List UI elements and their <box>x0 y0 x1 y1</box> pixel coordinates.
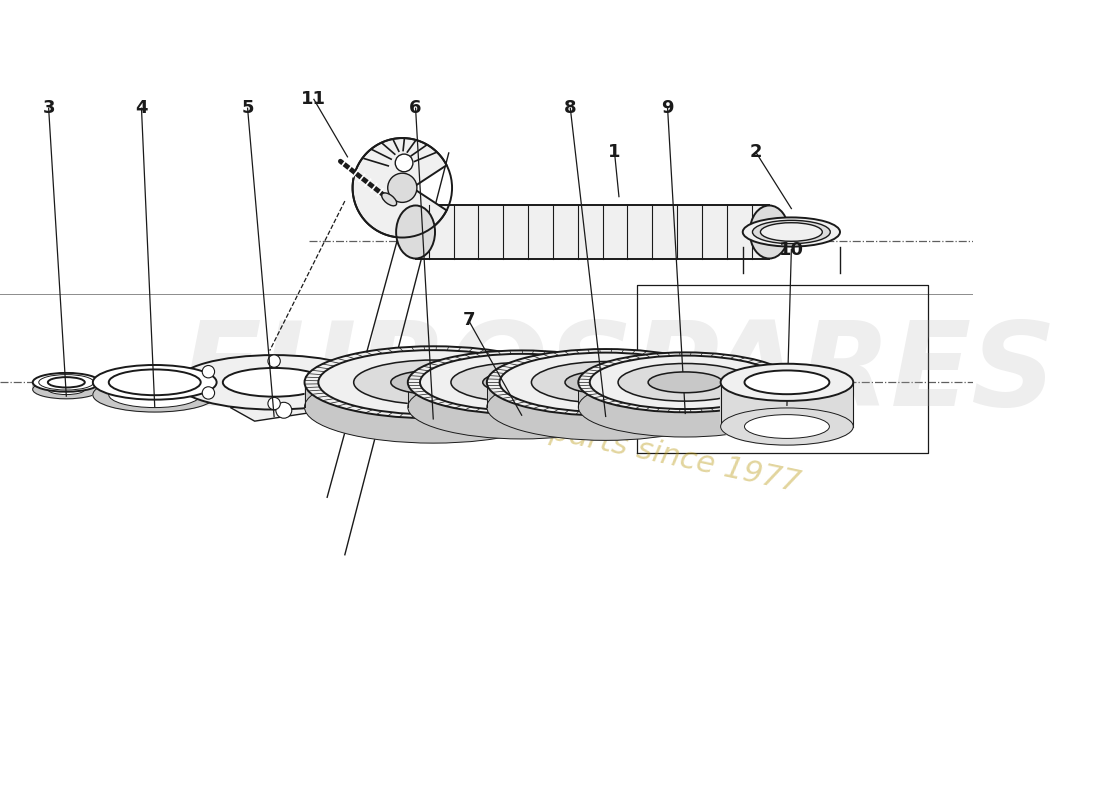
Ellipse shape <box>396 206 435 258</box>
Ellipse shape <box>354 360 513 405</box>
Ellipse shape <box>531 362 680 403</box>
Polygon shape <box>720 382 854 445</box>
Ellipse shape <box>745 370 829 394</box>
Circle shape <box>395 154 412 172</box>
Ellipse shape <box>720 364 854 401</box>
Polygon shape <box>92 382 217 412</box>
Ellipse shape <box>499 353 712 412</box>
Polygon shape <box>348 377 376 392</box>
Ellipse shape <box>92 365 217 400</box>
Polygon shape <box>408 382 636 439</box>
Circle shape <box>333 386 346 399</box>
Ellipse shape <box>487 349 725 415</box>
Ellipse shape <box>408 350 636 414</box>
Ellipse shape <box>109 370 200 395</box>
Polygon shape <box>33 382 100 398</box>
Text: 8: 8 <box>564 99 576 118</box>
Ellipse shape <box>760 222 823 242</box>
Ellipse shape <box>223 368 326 397</box>
Ellipse shape <box>318 350 548 414</box>
Ellipse shape <box>408 375 636 439</box>
Ellipse shape <box>483 371 561 394</box>
Ellipse shape <box>745 414 829 438</box>
Text: 5: 5 <box>241 99 254 118</box>
Ellipse shape <box>590 355 781 409</box>
Ellipse shape <box>579 352 792 412</box>
Ellipse shape <box>33 380 100 398</box>
Polygon shape <box>416 206 769 258</box>
Ellipse shape <box>305 371 562 443</box>
Ellipse shape <box>47 384 85 394</box>
Polygon shape <box>579 382 792 437</box>
Circle shape <box>268 398 280 410</box>
Polygon shape <box>487 382 725 440</box>
Polygon shape <box>230 406 328 421</box>
Ellipse shape <box>305 346 562 418</box>
Ellipse shape <box>565 371 647 394</box>
Ellipse shape <box>579 377 792 437</box>
Ellipse shape <box>451 362 593 402</box>
Text: 2: 2 <box>750 143 762 162</box>
Ellipse shape <box>92 378 217 412</box>
Ellipse shape <box>382 193 397 206</box>
Ellipse shape <box>750 206 789 258</box>
Ellipse shape <box>648 372 723 393</box>
Text: 9: 9 <box>661 99 674 118</box>
Ellipse shape <box>47 377 85 387</box>
Circle shape <box>202 386 215 399</box>
Circle shape <box>276 402 292 418</box>
Ellipse shape <box>177 355 372 410</box>
Text: 6: 6 <box>409 99 421 118</box>
Polygon shape <box>305 382 562 443</box>
Text: EUROSPARES: EUROSPARES <box>180 316 1057 431</box>
Ellipse shape <box>390 370 475 394</box>
Text: 10: 10 <box>779 241 804 258</box>
Ellipse shape <box>752 220 830 244</box>
Ellipse shape <box>109 382 200 407</box>
Text: a passion for parts since 1977: a passion for parts since 1977 <box>346 374 803 498</box>
Polygon shape <box>353 138 447 238</box>
Ellipse shape <box>742 218 840 246</box>
Text: 4: 4 <box>135 99 147 118</box>
Text: 7: 7 <box>462 311 475 330</box>
Circle shape <box>333 366 346 378</box>
Text: 1: 1 <box>608 143 620 162</box>
Circle shape <box>387 174 417 202</box>
Ellipse shape <box>618 363 752 401</box>
Text: 11: 11 <box>301 90 327 108</box>
Circle shape <box>202 366 215 378</box>
Ellipse shape <box>33 373 100 392</box>
Ellipse shape <box>487 374 725 440</box>
Ellipse shape <box>420 354 624 410</box>
Circle shape <box>268 355 280 367</box>
Ellipse shape <box>720 408 854 445</box>
Text: 3: 3 <box>43 99 55 118</box>
